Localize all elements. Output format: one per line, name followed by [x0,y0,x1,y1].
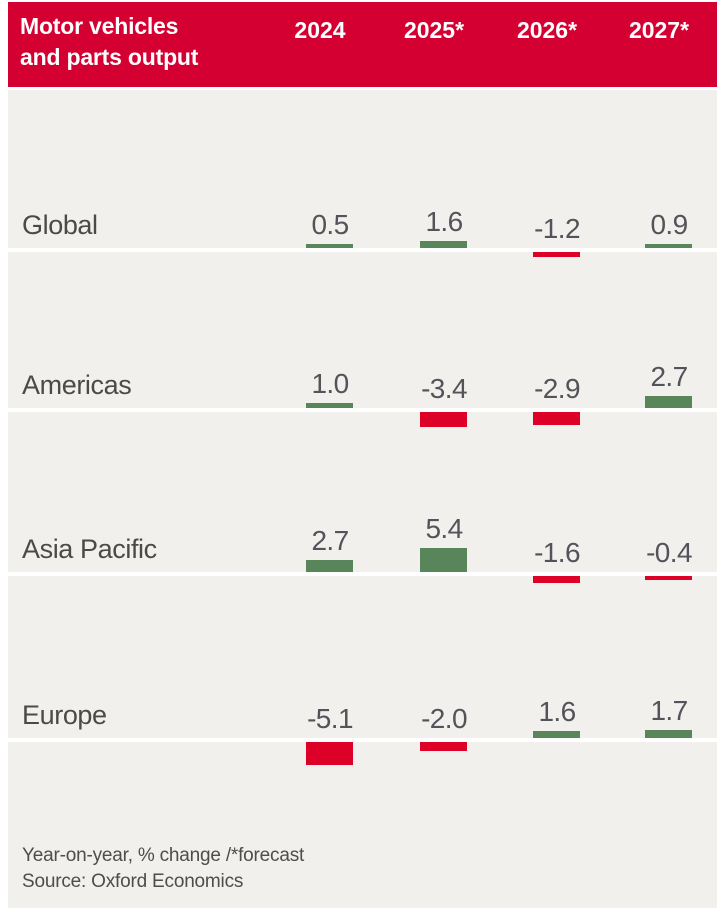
value-label: -5.1 [307,703,353,734]
data-bar [420,548,467,572]
value-label: 0.5 [311,209,349,240]
data-bar [645,396,692,408]
column-header-2025: 2025* [403,17,465,43]
zero-baseline [8,738,717,742]
chart-title: Motor vehicles and parts output [20,11,198,73]
value-label: -0.4 [646,537,692,568]
data-bar [645,576,692,580]
footnote: Year-on-year, % change /*forecast [22,845,305,866]
value-label: 0.9 [650,209,688,240]
data-bar [306,742,353,765]
chart-title-line1: Motor vehicles [20,13,179,39]
value-label: -2.0 [421,703,467,734]
source-note: Source: Oxford Economics [22,871,244,892]
chart-title-line2: and parts output [20,44,199,70]
data-bar [533,576,580,583]
data-bar [306,560,353,572]
zero-baseline [8,248,717,252]
data-bar [645,730,692,738]
data-bar [420,742,467,751]
data-bar [306,403,353,408]
data-bar [420,412,467,427]
value-label: 1.7 [650,695,688,726]
value-label: -3.4 [421,373,467,404]
data-bar [420,241,467,248]
value-label: -2.9 [534,373,580,404]
data-bar [306,244,353,248]
row-label-asia-pacific: Asia Pacific [22,534,157,564]
zero-baseline [8,408,717,412]
row-label-europe: Europe [22,700,107,730]
data-bar [533,731,580,738]
chart-header: Motor vehicles and parts output 2024 2025… [8,2,717,87]
column-header-2027: 2027* [628,17,690,43]
data-bar [533,412,580,425]
column-header-2024: 2024 [294,17,346,43]
value-label: 1.0 [311,368,349,399]
data-bar [533,252,580,257]
value-label: 2.7 [650,361,688,392]
value-label: 2.7 [311,525,349,556]
data-bar [645,244,692,248]
value-label: 1.6 [538,696,576,727]
chart-content: Motor vehicles and parts output 2024 2025… [8,2,717,908]
value-label: 1.6 [425,206,463,237]
chart-body-background [8,90,717,908]
value-label: -1.6 [534,537,580,568]
row-label-global: Global [22,210,98,240]
value-label: -1.2 [534,213,580,244]
value-label: 5.4 [425,513,463,544]
zero-baseline [8,572,717,576]
row-label-americas: Americas [22,370,132,400]
column-header-2026: 2026* [516,17,578,43]
